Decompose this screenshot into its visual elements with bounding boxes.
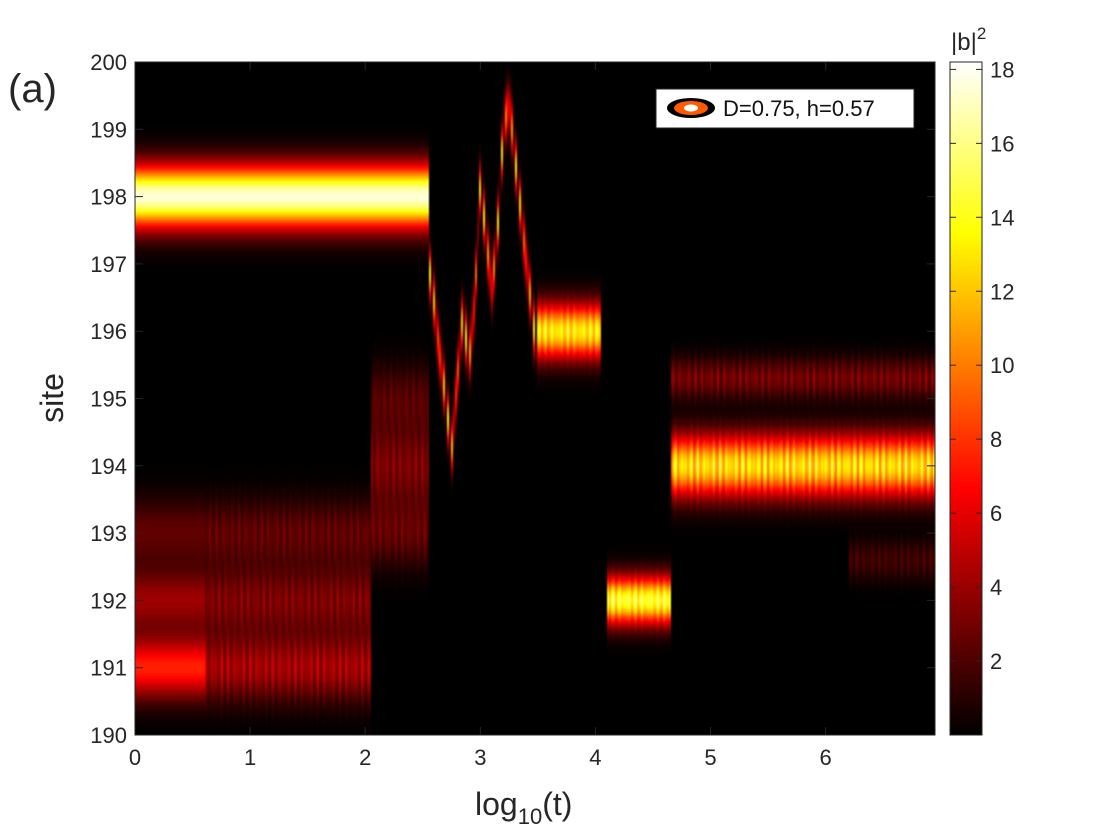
x-tick-label: 5: [704, 745, 716, 770]
colorbar-tick-label: 14: [990, 205, 1014, 230]
colorbar-tick-label: 2: [990, 649, 1002, 674]
legend-marker-core: [684, 104, 698, 112]
panel-label: (a): [8, 67, 57, 111]
x-tick-label: 0: [129, 745, 141, 770]
colorbar-tick-label: 6: [990, 501, 1002, 526]
y-tick-label: 197: [90, 252, 127, 277]
x-axis: 0 1 2 3 4 5 6: [129, 62, 832, 770]
colorbar-tick-label: 10: [990, 353, 1014, 378]
x-tick-label: 1: [244, 745, 256, 770]
y-tick-label: 195: [90, 387, 127, 412]
colorbar-tick-label: 12: [990, 279, 1014, 304]
plot-area: 0 1 2 3 4 5 6 190 191 192 193 194 195 196 197 198 199 20…: [90, 50, 936, 770]
colorbar-tick-label: 4: [990, 575, 1002, 600]
legend-label: D=0.75, h=0.57: [723, 96, 875, 121]
y-axis: 190 191 192 193 194 195 196 197 198 199 200: [90, 50, 935, 748]
x-tick-label: 4: [589, 745, 601, 770]
heatmap-image: [135, 62, 935, 735]
y-tick-label: 190: [90, 723, 127, 748]
colorbar-tick-label: 8: [990, 427, 1002, 452]
x-tick-label: 6: [820, 745, 832, 770]
colorbar-title: |b|2: [951, 24, 986, 56]
y-tick-label: 199: [90, 117, 127, 142]
y-axis-label: site: [34, 373, 70, 423]
y-tick-label: 198: [90, 185, 127, 210]
colorbar-gradient: [950, 62, 982, 735]
y-tick-label: 193: [90, 521, 127, 546]
y-tick-label: 191: [90, 656, 127, 681]
x-tick-label: 2: [359, 745, 371, 770]
colorbar-ticks: 2 4 6 8 10 12 14 16 18: [950, 57, 1014, 674]
x-tick-label: 3: [474, 745, 486, 770]
y-tick-label: 194: [90, 454, 127, 479]
colorbar: 2 4 6 8 10 12 14 16 18 |b|2: [949, 24, 1014, 736]
y-tick-label: 200: [90, 50, 127, 75]
y-tick-label: 196: [90, 319, 127, 344]
colorbar-frame: [949, 61, 983, 736]
colorbar-tick-label: 16: [990, 131, 1014, 156]
legend: D=0.75, h=0.57: [655, 88, 915, 129]
y-tick-label: 192: [90, 588, 127, 613]
colorbar-tick-label: 18: [990, 57, 1014, 82]
x-axis-label: log10(t): [475, 786, 572, 829]
